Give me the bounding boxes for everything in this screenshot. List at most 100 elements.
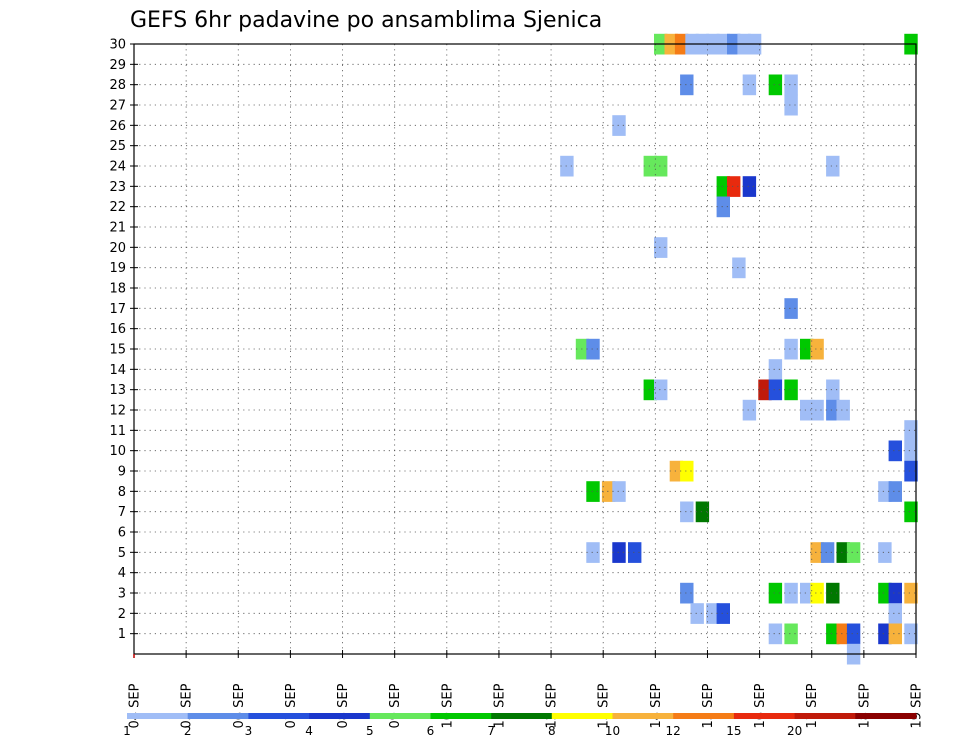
x-tick-label: 17 SEP xyxy=(805,683,820,728)
precip-cell xyxy=(904,460,918,482)
precip-cell xyxy=(888,481,902,502)
precip-cell xyxy=(784,338,798,360)
legend-swatch xyxy=(612,713,674,719)
precip-cell xyxy=(742,399,757,421)
precip-cell xyxy=(784,623,798,645)
precip-cell xyxy=(680,501,694,523)
precip-cell xyxy=(742,74,757,96)
precip-cell xyxy=(826,155,840,177)
legend-tick-label: 15 xyxy=(726,724,741,738)
precip-cell xyxy=(904,440,918,462)
legend-swatch xyxy=(491,713,553,719)
y-tick-label: 23 xyxy=(109,180,126,195)
precip-cell xyxy=(784,379,798,401)
legend-tick-label: 4 xyxy=(305,724,313,738)
precip-cell xyxy=(836,623,850,645)
x-tick-label: 08 SEP xyxy=(336,683,351,728)
precip-cell xyxy=(768,74,783,96)
precip-cell xyxy=(784,298,798,319)
precip-cell xyxy=(612,481,626,502)
y-tick-label: 21 xyxy=(109,221,126,236)
precip-cell xyxy=(727,176,741,197)
precip-cell xyxy=(836,399,850,421)
legend-swatch xyxy=(733,713,796,719)
precip-cell xyxy=(758,379,772,401)
precip-cell xyxy=(586,338,600,360)
x-tick-label: 09 SEP xyxy=(388,683,403,728)
y-tick-label: 30 xyxy=(109,38,126,53)
x-tick-label: 19 SEP xyxy=(910,683,925,728)
legend-tick-label: 3 xyxy=(245,724,253,738)
legend-swatch xyxy=(127,713,189,719)
precip-cell xyxy=(878,582,892,604)
y-tick-label: 3 xyxy=(118,587,126,602)
precip-cell xyxy=(878,623,892,645)
x-tick-label: 12 SEP xyxy=(545,683,560,728)
y-tick-label: 9 xyxy=(118,465,126,480)
y-tick-label: 11 xyxy=(109,424,126,439)
legend-swatch xyxy=(855,713,917,719)
precip-cell xyxy=(680,74,694,96)
y-tick-label: 18 xyxy=(109,282,126,297)
y-tick-label: 20 xyxy=(109,241,126,256)
precip-cell xyxy=(586,481,600,502)
precip-cell xyxy=(654,155,668,177)
y-tick-label: 10 xyxy=(109,444,126,459)
y-tick-label: 26 xyxy=(109,119,126,134)
precip-cell xyxy=(826,379,840,401)
x-tick-label: 04 SEP xyxy=(128,683,143,728)
precip-cell xyxy=(800,338,814,360)
x-tick-label: 16 SEP xyxy=(753,683,768,728)
y-tick-label: 14 xyxy=(109,363,126,378)
precip-cell xyxy=(784,94,798,116)
y-tick-label: 13 xyxy=(109,383,126,398)
y-tick-label: 12 xyxy=(109,404,126,419)
x-tick-label: 05 SEP xyxy=(180,683,195,728)
legend-swatch xyxy=(248,713,310,719)
precip-cell xyxy=(878,542,892,563)
legend-swatch xyxy=(551,713,613,719)
precip-cell xyxy=(888,603,902,624)
y-tick-label: 4 xyxy=(118,566,126,581)
precip-cell xyxy=(820,542,835,563)
y-tick-label: 1 xyxy=(118,627,126,642)
precip-cell xyxy=(846,623,861,645)
precip-cell xyxy=(878,481,892,502)
legend-tick-label: 1 xyxy=(123,724,131,738)
precip-cell xyxy=(654,379,668,401)
x-tick-label: 15 SEP xyxy=(701,683,716,728)
x-tick-label: 13 SEP xyxy=(597,683,612,728)
legend-swatch xyxy=(430,713,492,719)
y-tick-label: 16 xyxy=(109,322,126,337)
legend-tick-label: 6 xyxy=(427,724,435,738)
x-tick-label: 11 SEP xyxy=(492,683,507,728)
y-tick-label: 17 xyxy=(109,302,126,317)
precip-cell xyxy=(888,582,902,604)
precip-cell xyxy=(784,582,798,604)
x-tick-label: 07 SEP xyxy=(284,683,299,728)
precip-cell xyxy=(904,420,918,441)
precip-cell xyxy=(690,603,704,624)
legend-swatch xyxy=(309,713,371,719)
precip-cell xyxy=(810,582,824,604)
precip-cell xyxy=(732,257,746,279)
x-tick-label: 06 SEP xyxy=(232,683,247,728)
precip-cell xyxy=(768,623,783,645)
precip-cell xyxy=(810,338,824,360)
y-tick-label: 7 xyxy=(118,505,126,520)
legend-swatch xyxy=(369,713,431,719)
precip-cell xyxy=(768,582,783,604)
chart-title: GEFS 6hr padavine po ansamblima Sjenica xyxy=(130,8,602,33)
legend-tick-label: 7 xyxy=(487,724,495,738)
legend-swatch xyxy=(187,713,249,719)
grid-lines xyxy=(134,43,916,654)
y-tick-label: 29 xyxy=(109,58,126,73)
x-tick-label: 10 SEP xyxy=(440,683,455,728)
precip-cell xyxy=(575,338,590,360)
legend-tick-label: 12 xyxy=(666,724,681,738)
y-tick-label: 2 xyxy=(118,607,126,622)
precip-cell xyxy=(826,582,840,604)
y-tick-label: 15 xyxy=(109,343,126,358)
precip-cell xyxy=(695,501,710,523)
precip-cell xyxy=(768,379,783,401)
